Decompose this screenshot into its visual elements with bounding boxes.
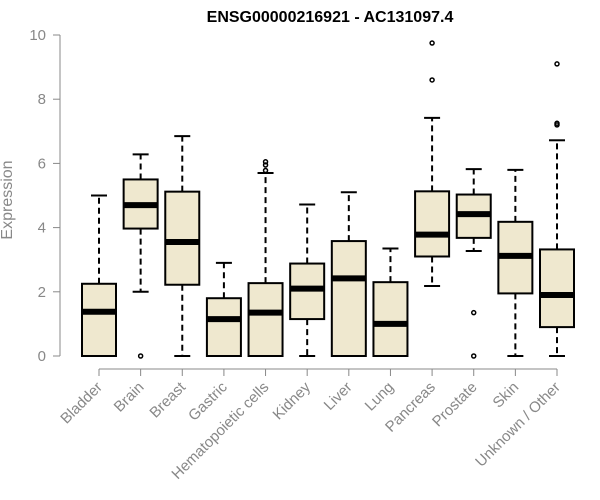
x-tick-label: Kidney	[270, 378, 315, 423]
iqr-box	[414, 190, 451, 258]
iqr-box	[539, 248, 575, 329]
box-pancreas	[414, 40, 451, 288]
iqr-box	[330, 240, 367, 357]
iqr-box	[81, 282, 117, 357]
chart-title: ENSG00000216921 - AC131097.4	[207, 9, 454, 26]
x-tick-label: Bladder	[57, 379, 106, 428]
outlier-point	[262, 162, 269, 168]
iqr-box	[372, 281, 409, 358]
box-bladder	[81, 194, 117, 357]
x-tick-label: Liver	[321, 379, 356, 414]
y-tick-label: 10	[29, 27, 46, 44]
box-hematopoietic-cells	[247, 159, 284, 357]
outlier-point	[262, 167, 269, 174]
outlier-point	[429, 77, 435, 83]
outlier-point	[470, 309, 477, 316]
box-prostate	[455, 168, 492, 359]
box-unknown-other	[539, 61, 575, 357]
outlier-point	[262, 159, 269, 165]
y-tick-label: 6	[38, 155, 46, 172]
iqr-box	[247, 282, 284, 357]
box-gastric	[205, 261, 242, 357]
outlier-point	[429, 40, 435, 46]
iqr-box	[205, 297, 242, 357]
y-tick-label: 2	[38, 284, 46, 301]
box-brain	[122, 153, 159, 359]
x-tick-label: Skin	[490, 379, 523, 412]
outlier-point	[554, 120, 560, 127]
x-tick-label: Lung	[362, 379, 398, 415]
boxes-group	[81, 40, 575, 359]
x-tick-label: Breast	[146, 378, 189, 421]
box-liver	[330, 191, 367, 357]
iqr-box	[164, 190, 201, 286]
outlier-point	[470, 353, 477, 359]
box-lung	[372, 247, 409, 358]
y-tick-label: 8	[38, 91, 46, 108]
outlier-point	[137, 353, 144, 359]
outlier-point	[554, 61, 560, 67]
x-tick-label: Prostate	[429, 379, 481, 431]
y-tick-label: 0	[38, 348, 46, 365]
y-axis: 0 2 4 6 8 10	[29, 27, 61, 365]
box-breast	[164, 135, 201, 357]
box-kidney	[289, 203, 326, 357]
y-tick-label: 4	[38, 220, 46, 237]
x-tick-label: Brain	[111, 379, 148, 416]
box-skin	[497, 168, 534, 357]
y-axis-label: Expression	[0, 160, 16, 239]
